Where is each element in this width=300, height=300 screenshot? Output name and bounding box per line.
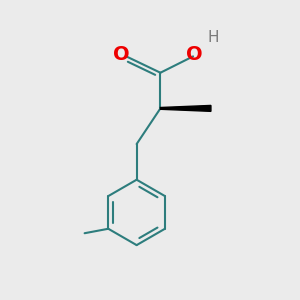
Text: H: H [207, 30, 219, 45]
Polygon shape [160, 105, 211, 111]
Text: O: O [112, 45, 129, 64]
Text: O: O [186, 45, 203, 64]
